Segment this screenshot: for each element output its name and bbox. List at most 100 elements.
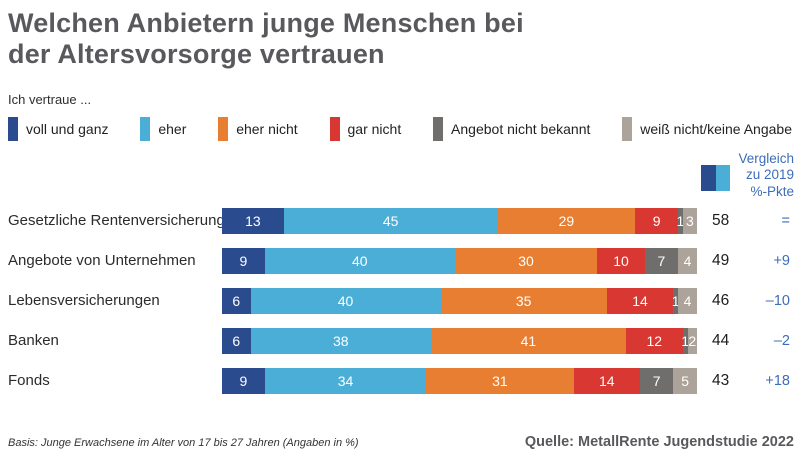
bar-segment-angebot-nicht-bekannt: 1 <box>676 207 685 234</box>
legend: voll und ganz eher eher nicht gar nicht Ange… <box>8 116 792 142</box>
segment-value: 35 <box>515 292 532 309</box>
bar-segment-angebot-nicht-bekannt: 1 <box>681 327 690 354</box>
segment-value: 1 <box>671 292 680 309</box>
segment-value: 6 <box>232 332 241 349</box>
page-title-line2: der Altersvorsorge vertrauen <box>8 39 385 70</box>
legend-label: Angebot nicht bekannt <box>451 120 591 137</box>
stacked-bar: 9 34 31 14 7 5 <box>222 367 697 394</box>
segment-value: 10 <box>613 252 629 269</box>
segment-value: 29 <box>558 212 575 229</box>
bar-segment-angebot-nicht-bekannt: 7 <box>644 247 678 274</box>
bar-segment-angebot-nicht-bekannt: 7 <box>640 367 674 394</box>
stacked-bar: 13 45 29 9 1 3 <box>222 207 697 234</box>
bar-segment-gar-nicht: 12 <box>625 327 683 354</box>
legend-intro: Ich vertraue ... <box>8 91 92 107</box>
bar-segment-wei-nicht-keine-angabe: 2 <box>687 327 697 354</box>
bar-segment-eher-nicht: 30 <box>454 247 598 274</box>
legend-swatch-gar-nicht <box>329 116 340 141</box>
segment-value: 38 <box>332 332 349 349</box>
row-total: 49 <box>712 251 730 269</box>
legend-item-gar-nicht: gar nicht <box>329 116 402 141</box>
bar-segment-wei-nicht-keine-angabe: 3 <box>682 207 697 234</box>
segment-value: 9 <box>239 372 248 389</box>
comparison-header-line3: %-Pkte <box>750 183 794 199</box>
stacked-bar: 6 40 35 14 1 4 <box>222 287 697 314</box>
row-label: Banken <box>8 332 59 350</box>
legend-item-angebot-nicht-bekannt: Angebot nicht bekannt <box>433 116 591 141</box>
row-label: Lebensversicherungen <box>8 292 160 310</box>
segment-value: 5 <box>681 372 690 389</box>
segment-value: 4 <box>683 292 692 309</box>
segment-value: 30 <box>518 252 534 269</box>
comparison-header-line1: Vergleich <box>738 151 794 166</box>
row-comparison-2019: +18 <box>765 372 790 389</box>
comparison-icon-left-half <box>701 165 716 191</box>
stacked-bar: 9 40 30 10 7 4 <box>222 247 697 274</box>
row-label: Angebote von Unternehmen <box>8 252 196 270</box>
segment-value: 3 <box>685 212 694 229</box>
bar-segment-wei-nicht-keine-angabe: 5 <box>673 367 697 394</box>
segment-value: 40 <box>337 292 354 309</box>
legend-swatch-voll-und-ganz <box>8 116 18 141</box>
segment-value: 6 <box>232 292 241 309</box>
bar-segment-eher-nicht: 41 <box>431 327 626 354</box>
segment-value: 2 <box>688 332 697 349</box>
bar-segment-voll-und-ganz: 6 <box>222 327 251 354</box>
row-comparison-2019: +9 <box>773 252 790 269</box>
page-title-line1: Welchen Anbietern junge Menschen bei <box>8 8 524 38</box>
segment-value: 45 <box>382 212 399 229</box>
legend-label: gar nicht <box>347 120 402 137</box>
row-comparison-2019: –10 <box>765 292 790 309</box>
legend-item-eher: eher <box>140 116 186 141</box>
bar-segment-eher: 40 <box>250 287 441 314</box>
bar-segment-voll-und-ganz: 9 <box>222 247 265 274</box>
basis-note: Basis: Junge Erwachsene im Alter von 17 … <box>8 437 359 449</box>
legend-swatch-wei-nicht-keine-angabe <box>622 116 633 141</box>
stacked-bar: 6 38 41 12 1 2 <box>222 327 697 354</box>
segment-value: 34 <box>337 372 354 389</box>
legend-label: voll und ganz <box>26 120 109 137</box>
row-comparison-2019: –2 <box>773 332 790 349</box>
segment-value: 9 <box>652 212 661 229</box>
bar-segment-angebot-nicht-bekannt: 1 <box>671 287 680 314</box>
legend-swatch-eher <box>140 116 151 141</box>
bar-segment-wei-nicht-keine-angabe: 4 <box>678 287 697 314</box>
bar-segment-voll-und-ganz: 13 <box>222 207 284 234</box>
row-total: 43 <box>712 371 730 389</box>
comparison-bars-icon <box>701 165 731 191</box>
bar-segment-gar-nicht: 10 <box>597 247 645 274</box>
chart-row-lebensversicherungen: Lebensversicherungen 6 40 35 14 1 4 46 –10 <box>0 281 800 321</box>
comparison-header: Vergleich zu 2019 %-Pkte <box>701 151 794 200</box>
bar-segment-voll-und-ganz: 9 <box>222 367 265 394</box>
segment-value: 9 <box>239 252 248 269</box>
segment-value: 14 <box>598 372 615 389</box>
legend-swatch-angebot-nicht-bekannt <box>433 116 444 141</box>
chart-rows: Gesetzliche Rentenversicherung 13 45 29 9 1 3 5… <box>0 201 800 401</box>
segment-value: 1 <box>681 332 690 349</box>
segment-value: 13 <box>245 212 261 229</box>
legend-item-voll-und-ganz: voll und ganz <box>8 116 109 141</box>
chart-row-banken: Banken 6 38 41 12 1 2 44 –2 <box>0 321 800 361</box>
row-total: 44 <box>712 331 730 349</box>
source-credit: Quelle: MetallRente Jugendstudie 2022 <box>524 434 794 450</box>
chart-row-gesetzliche-rentenversicherung: Gesetzliche Rentenversicherung 13 45 29 9 1 3 5… <box>0 201 800 241</box>
segment-value: 14 <box>632 292 648 309</box>
bar-segment-wei-nicht-keine-angabe: 4 <box>678 247 697 274</box>
chart-row-angebote-von-unternehmen: Angebote von Unternehmen 9 40 30 10 7 4 49 +9 <box>0 241 800 281</box>
legend-label: weiß nicht/keine Angabe <box>640 120 792 137</box>
bar-segment-eher: 34 <box>264 367 427 394</box>
comparison-header-line2: zu 2019 <box>745 167 794 183</box>
comparison-icon-right-half <box>715 165 731 191</box>
segment-value: 40 <box>351 252 368 269</box>
row-comparison-2019: = <box>781 212 790 229</box>
legend-item-eher-nicht: eher nicht <box>218 116 298 141</box>
legend-swatch-eher-nicht <box>218 116 229 141</box>
row-total: 46 <box>712 291 730 309</box>
segment-value: 1 <box>676 212 685 229</box>
row-label: Fonds <box>8 372 50 390</box>
bar-segment-eher: 40 <box>264 247 455 274</box>
bar-segment-gar-nicht: 14 <box>606 287 674 314</box>
legend-item-wei-nicht-keine-angabe: weiß nicht/keine Angabe <box>622 116 792 141</box>
bar-segment-voll-und-ganz: 6 <box>222 287 251 314</box>
row-label: Gesetzliche Rentenversicherung <box>8 212 225 230</box>
